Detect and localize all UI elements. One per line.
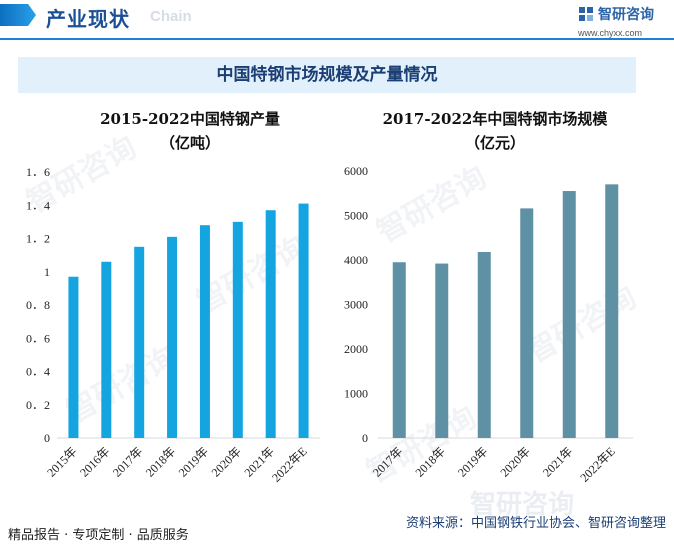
brand-name: 智研咨询 [598, 7, 654, 23]
bar [265, 210, 276, 438]
y-tick-label: 0．6 [26, 331, 50, 345]
bar [101, 261, 112, 438]
bar [562, 191, 576, 438]
y-tick-label: 0．4 [26, 365, 50, 379]
y-tick-label: 0 [44, 431, 50, 445]
x-tick-label: 2017年 [370, 444, 405, 479]
header-divider [0, 38, 674, 40]
y-tick-label: 6000 [344, 164, 368, 178]
bar [477, 251, 491, 438]
banner-title: 中国特钢市场规模及产量情况 [216, 65, 438, 85]
x-tick-label: 2019年 [455, 444, 490, 479]
header-ghost-text: Chain [150, 8, 192, 25]
left-chart-title: 2015-2022中国特钢产量 [100, 110, 280, 128]
page-header: 产业现状 Chain 智研咨询 www.chyxx.com [0, 0, 674, 40]
bar [392, 262, 406, 438]
y-tick-label: 1．6 [26, 165, 50, 179]
y-tick-label: 1 [44, 265, 50, 279]
y-tick-label: 4000 [344, 253, 368, 267]
x-tick-label: 2020年 [498, 444, 533, 479]
y-tick-label: 1000 [344, 387, 368, 401]
y-tick-label: 3000 [344, 298, 368, 312]
x-tick-label: 2018年 [413, 444, 448, 479]
y-tick-label: 1．4 [26, 198, 50, 212]
bar [68, 276, 79, 438]
bar [298, 203, 309, 438]
brand-logo-block: 智研咨询 www.chyxx.com [578, 4, 670, 38]
right-chart-title: 2017-2022年中国特钢市场规模 [382, 110, 608, 128]
footer-source: 资料来源：中国钢铁行业协会、智研咨询整理 [405, 516, 666, 531]
footer-tagline: 精品报告 · 专项定制 · 品质服务 [8, 528, 189, 543]
bar [520, 208, 534, 438]
y-tick-label: 0 [362, 431, 368, 445]
header-arrow-icon [0, 4, 36, 26]
bar [232, 221, 243, 438]
bar [167, 236, 178, 438]
y-tick-label: 2000 [344, 342, 368, 356]
bar [134, 246, 145, 438]
x-tick-label: 2021年 [540, 444, 575, 479]
brand-logo-icon [579, 7, 593, 21]
x-tick-label: 2022年E [577, 444, 618, 485]
y-tick-label: 5000 [344, 209, 368, 223]
bar [605, 184, 619, 438]
y-tick-label: 0．8 [26, 298, 50, 312]
right-chart-subtitle: （亿元） [464, 134, 525, 152]
bar [435, 263, 449, 438]
left-chart-subtitle: （亿吨） [159, 134, 220, 152]
brand-url: www.chyxx.com [578, 28, 643, 38]
footer-ghost-brand: 智研咨询 [470, 490, 575, 520]
bar [199, 225, 210, 438]
y-tick-label: 1．2 [26, 232, 50, 246]
header-title: 产业现状 [46, 7, 130, 31]
section-banner: 中国特钢市场规模及产量情况 [18, 57, 636, 93]
y-tick-label: 0．2 [26, 398, 50, 412]
